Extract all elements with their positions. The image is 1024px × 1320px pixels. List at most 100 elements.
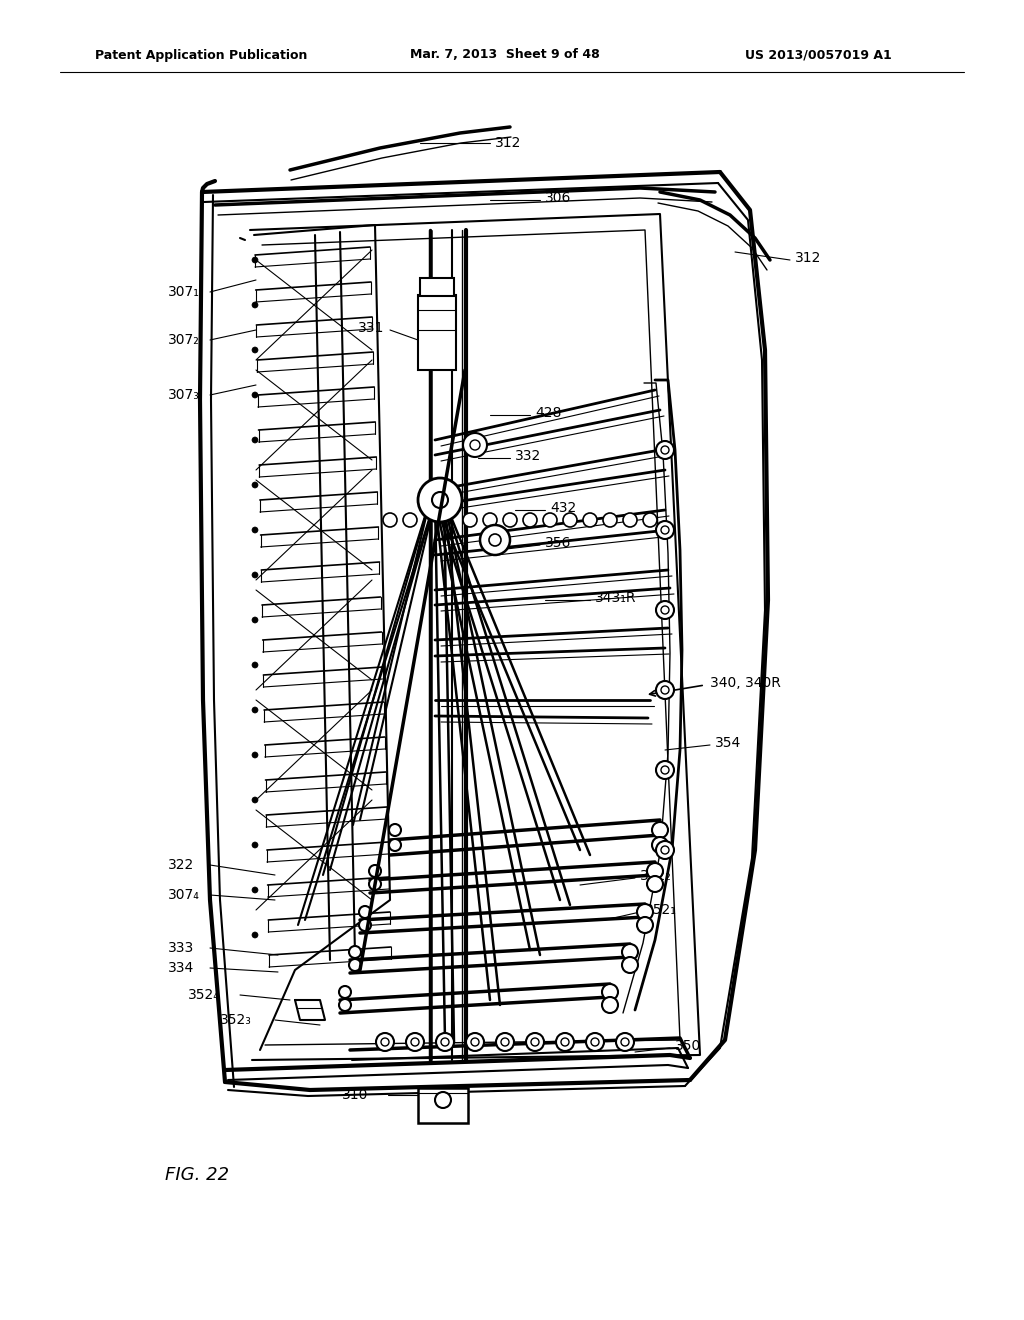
Circle shape [662,766,669,774]
Circle shape [252,392,258,399]
Circle shape [602,997,618,1012]
Text: 352₂: 352₂ [640,869,672,883]
Bar [420,279,454,296]
Text: 310: 310 [342,1088,369,1102]
Circle shape [466,1034,484,1051]
Text: 333: 333 [168,941,195,954]
Circle shape [436,1034,454,1051]
Circle shape [252,708,258,713]
Circle shape [411,1038,419,1045]
Text: 334: 334 [168,961,195,975]
Circle shape [389,824,401,836]
Circle shape [503,513,517,527]
Circle shape [252,347,258,352]
Circle shape [369,865,381,876]
Text: 332: 332 [515,449,542,463]
Text: US 2013/0057019 A1: US 2013/0057019 A1 [745,49,892,62]
Circle shape [621,1038,629,1045]
Text: 340, 340R: 340, 340R [710,676,781,690]
Text: 432: 432 [550,502,577,515]
Circle shape [561,1038,569,1045]
Circle shape [252,482,258,488]
Circle shape [252,527,258,533]
Text: 307₁: 307₁ [168,285,200,300]
Circle shape [622,944,638,960]
Text: 331: 331 [358,321,384,335]
Circle shape [656,841,674,859]
Circle shape [583,513,597,527]
Circle shape [543,513,557,527]
Text: 307₂: 307₂ [168,333,200,347]
Text: 307₄: 307₄ [168,888,200,902]
Circle shape [463,513,477,527]
Circle shape [496,1034,514,1051]
Circle shape [556,1034,574,1051]
Circle shape [602,983,618,1001]
Circle shape [652,837,668,853]
Text: 352₃: 352₃ [220,1012,252,1027]
Circle shape [359,919,371,931]
Circle shape [656,601,674,619]
Circle shape [381,1038,389,1045]
Circle shape [369,878,381,890]
Text: 307₃: 307₃ [168,388,200,403]
Circle shape [489,535,501,546]
Circle shape [252,437,258,444]
Circle shape [349,960,361,972]
Circle shape [480,525,510,554]
Text: FIG. 22: FIG. 22 [165,1166,229,1184]
Circle shape [603,513,617,527]
Circle shape [501,1038,509,1045]
Circle shape [586,1034,604,1051]
Circle shape [523,513,537,527]
Circle shape [652,822,668,838]
Text: 322: 322 [168,858,195,873]
Circle shape [432,492,449,508]
Circle shape [470,440,480,450]
Circle shape [252,257,258,263]
Circle shape [252,887,258,894]
Circle shape [339,986,351,998]
Circle shape [656,521,674,539]
Text: 428: 428 [535,407,561,420]
Circle shape [389,840,401,851]
Circle shape [616,1034,634,1051]
Circle shape [359,906,371,917]
Text: 354: 354 [715,737,741,750]
Circle shape [252,797,258,803]
Text: 350: 350 [675,1039,701,1053]
Circle shape [441,1038,449,1045]
Text: 356: 356 [545,536,571,550]
Circle shape [383,513,397,527]
Circle shape [406,1034,424,1051]
Circle shape [637,917,653,933]
Circle shape [252,663,258,668]
Circle shape [622,957,638,973]
Circle shape [435,1092,451,1107]
Circle shape [349,946,361,958]
Circle shape [531,1038,539,1045]
Circle shape [471,1038,479,1045]
Circle shape [252,842,258,847]
Circle shape [662,525,669,535]
Circle shape [647,863,663,879]
Text: 352₁: 352₁ [645,903,677,917]
Circle shape [656,681,674,700]
Circle shape [418,478,462,521]
Circle shape [656,441,674,459]
Circle shape [662,446,669,454]
Circle shape [463,433,487,457]
Circle shape [656,762,674,779]
Circle shape [623,513,637,527]
Circle shape [647,876,663,892]
Circle shape [526,1034,544,1051]
Text: 306: 306 [545,191,571,205]
Circle shape [252,302,258,308]
Circle shape [662,846,669,854]
Text: 312: 312 [495,136,521,150]
Circle shape [339,999,351,1011]
Bar [418,1088,468,1123]
Circle shape [252,616,258,623]
Circle shape [252,752,258,758]
Text: 352₄: 352₄ [188,987,220,1002]
